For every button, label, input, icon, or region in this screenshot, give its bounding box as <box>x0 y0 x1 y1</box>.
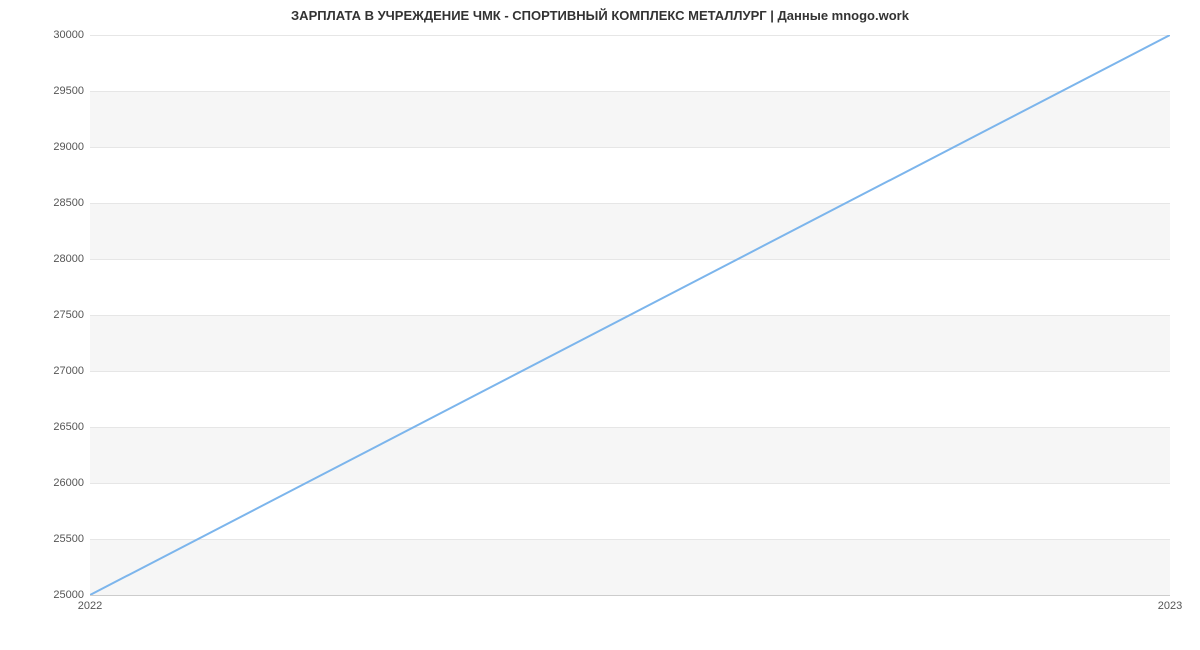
plot-area <box>90 35 1170 595</box>
y-gridline <box>90 91 1170 92</box>
y-tick-label: 29000 <box>4 141 84 153</box>
y-gridline <box>90 371 1170 372</box>
chart-title: ЗАРПЛАТА В УЧРЕЖДЕНИЕ ЧМК - СПОРТИВНЫЙ К… <box>0 8 1200 23</box>
chart-container: ЗАРПЛАТА В УЧРЕЖДЕНИЕ ЧМК - СПОРТИВНЫЙ К… <box>0 0 1200 650</box>
y-gridline <box>90 315 1170 316</box>
plot-band <box>90 371 1170 427</box>
plot-band <box>90 147 1170 203</box>
x-tick-label: 2022 <box>78 600 102 612</box>
x-tick-label: 2023 <box>1158 600 1182 612</box>
y-gridline <box>90 147 1170 148</box>
y-tick-label: 25000 <box>4 589 84 601</box>
y-gridline <box>90 203 1170 204</box>
y-tick-label: 29500 <box>4 85 84 97</box>
y-gridline <box>90 539 1170 540</box>
y-gridline <box>90 427 1170 428</box>
y-tick-label: 27500 <box>4 309 84 321</box>
y-gridline <box>90 259 1170 260</box>
x-axis-line <box>90 595 1170 596</box>
y-gridline <box>90 35 1170 36</box>
y-tick-label: 27000 <box>4 365 84 377</box>
y-tick-label: 26500 <box>4 421 84 433</box>
y-tick-label: 28500 <box>4 197 84 209</box>
y-tick-label: 30000 <box>4 29 84 41</box>
plot-band <box>90 483 1170 539</box>
y-tick-label: 25500 <box>4 533 84 545</box>
y-gridline <box>90 483 1170 484</box>
y-tick-label: 28000 <box>4 253 84 265</box>
plot-band <box>90 35 1170 91</box>
y-tick-label: 26000 <box>4 477 84 489</box>
plot-band <box>90 259 1170 315</box>
